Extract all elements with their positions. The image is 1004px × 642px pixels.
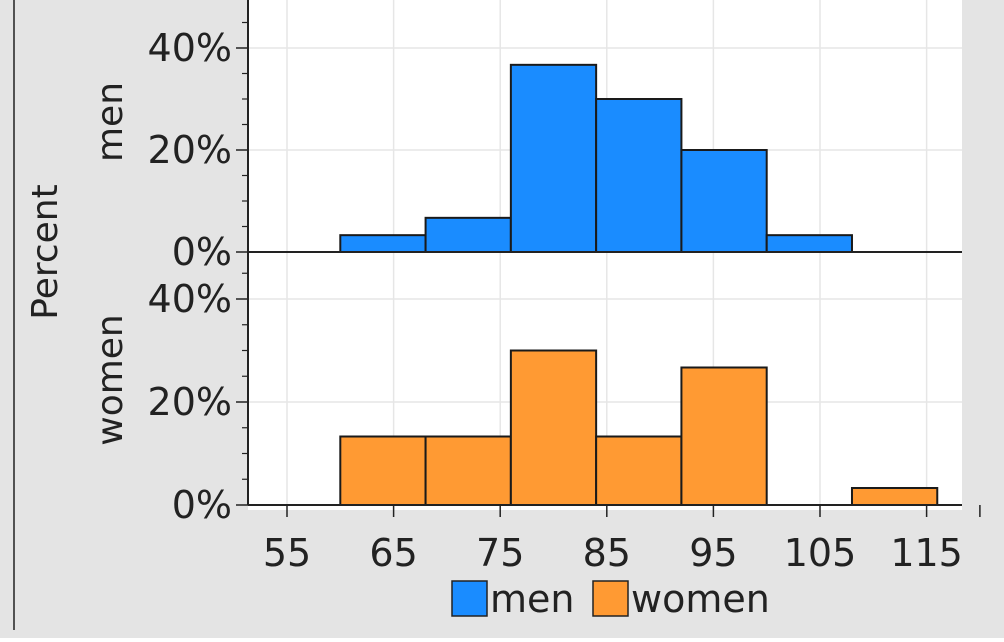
facet-label-men: men	[90, 82, 131, 162]
men-bar-5	[765, 234, 853, 253]
men-y-tick-label-0: 0%	[172, 230, 232, 274]
women-bar-0	[339, 435, 427, 507]
legend-label-men: men	[490, 577, 574, 621]
men-bar-1	[424, 216, 512, 253]
men-bar-2	[509, 63, 598, 253]
axis-layer: 0%20%40%0%20%40%55 65 75 85 95 105 115	[148, 0, 981, 575]
legend-label-women: women	[631, 577, 770, 621]
x-tick-label-2: 75	[476, 531, 524, 575]
women-y-tick-label-1: 20%	[148, 380, 232, 424]
women-bar-4	[680, 366, 768, 506]
women-y-tick-label-2: 40%	[148, 277, 232, 321]
x-tick-label-4: 95	[689, 531, 737, 575]
x-tick-label-3: 85	[583, 531, 631, 575]
men-y-tick-label-2: 40%	[148, 26, 232, 70]
men-bar-4	[680, 149, 768, 253]
men-bar-3	[595, 98, 683, 253]
men-bar-0	[339, 234, 427, 253]
legend-swatch-women	[592, 580, 629, 617]
x-tick-label-0: 55	[263, 531, 311, 575]
bar-layer	[339, 63, 939, 507]
women-bar-3	[595, 435, 683, 507]
women-bar-1	[424, 435, 512, 507]
facet-label-women: women	[90, 314, 131, 446]
x-tick-label-1: 65	[369, 531, 417, 575]
plot-area	[248, 0, 962, 510]
men-y-tick-label-1: 20%	[148, 128, 232, 172]
women-bar-2	[509, 349, 598, 506]
legend-swatch-men	[451, 580, 488, 617]
legend: men women	[451, 577, 770, 621]
women-bar-6	[850, 487, 939, 507]
y-axis-title: Percent	[25, 184, 66, 319]
x-tick-label-6: 115	[890, 531, 963, 575]
women-y-tick-label-0: 0%	[172, 483, 232, 527]
x-tick-label-5: 105	[784, 531, 857, 575]
